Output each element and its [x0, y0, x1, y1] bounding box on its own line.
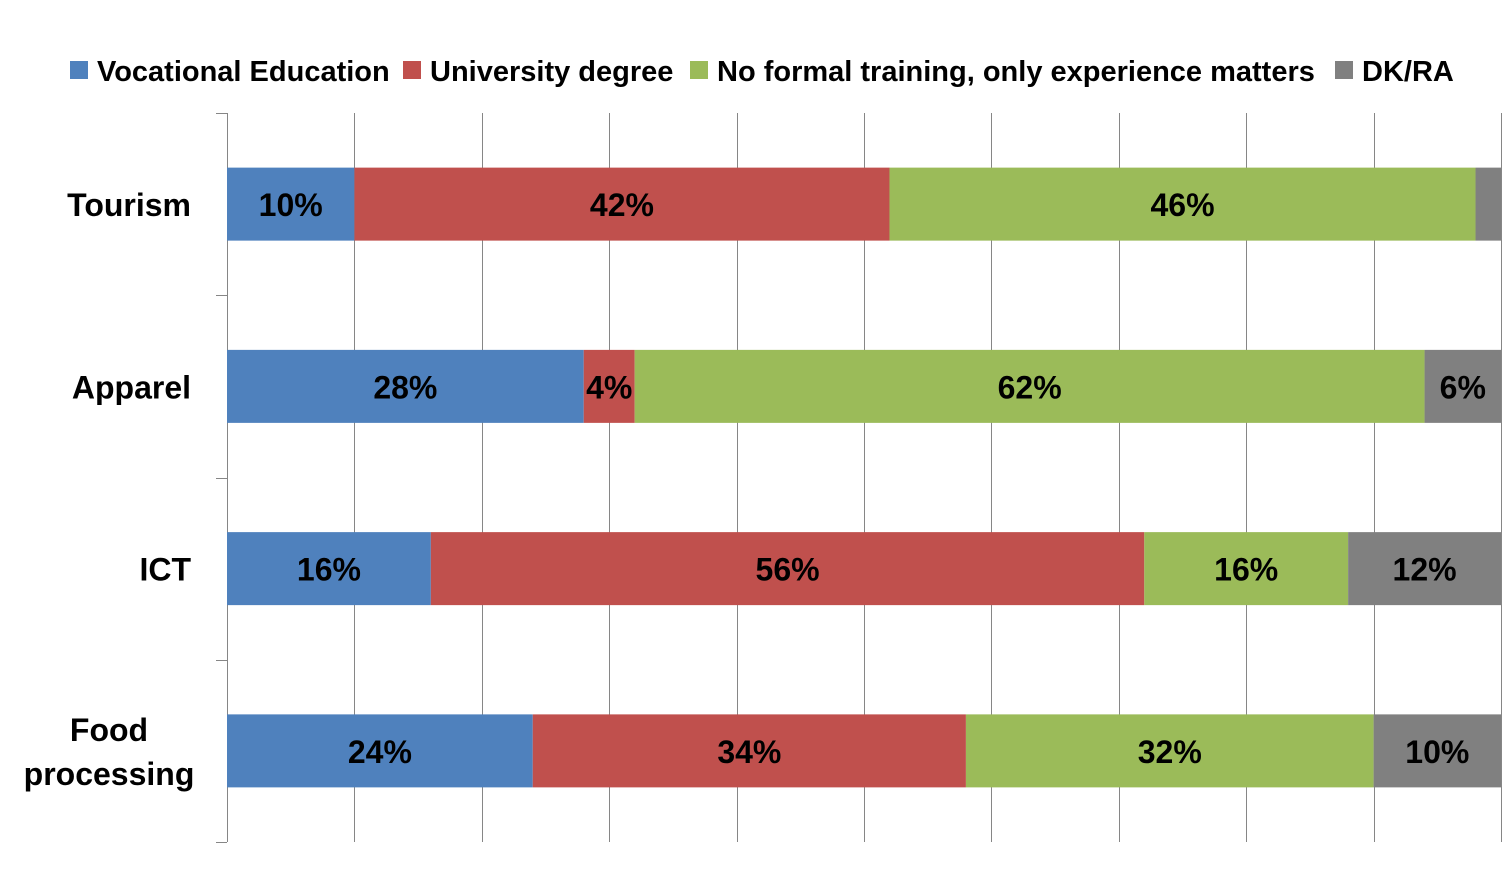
data-label-tourism-no-formal-training-only-experience-matters: 46%: [1150, 187, 1214, 223]
legend-label-dk-ra: DK/RA: [1362, 56, 1454, 88]
legend-label-no-formal-training-only-experience-matters: No formal training, only experience matt…: [717, 56, 1315, 88]
bar-food-processing-university-degree: [532, 714, 966, 788]
bar-tourism-university-degree: [354, 167, 890, 241]
data-labels: 10% 42% 46% 28% 4% 62% 6% 16% 56% 16% 12% 24% 34% 32%…: [259, 187, 1486, 770]
bar-tourism-no-formal-training-only-experience-matters: [889, 167, 1476, 241]
bar-ict-no-formal-training-only-experience-matters: [1144, 532, 1349, 606]
bar-ict-vocational-education: [227, 532, 431, 606]
bar-ict-university-degree: [430, 532, 1145, 606]
bar-food-processing-dk-ra: [1373, 714, 1501, 788]
bars: [227, 167, 1501, 788]
category-label-ict: ICT: [139, 552, 191, 588]
category-label-apparel: Apparel: [72, 369, 191, 405]
data-label-ict-dk-ra: 12%: [1393, 552, 1457, 588]
bar-apparel-vocational-education: [227, 349, 584, 423]
category-labels: Tourism Apparel ICT Food processing: [24, 187, 195, 792]
legend-label-vocational-education: Vocational Education: [97, 56, 390, 88]
legend-swatch-vocational-education: [70, 61, 88, 79]
legend-swatch-university-degree: [403, 61, 421, 79]
data-label-apparel-dk-ra: 6%: [1440, 369, 1486, 405]
data-label-food-processing-dk-ra: 10%: [1405, 734, 1469, 770]
data-label-food-processing-no-formal-training-only-experience-matters: 32%: [1138, 734, 1202, 770]
legend-item-vocational-education: Vocational Education: [70, 56, 390, 88]
bar-tourism-vocational-education: [227, 167, 355, 241]
legend-item-no-formal-training-only-experience-matters: No formal training, only experience matt…: [690, 56, 1315, 88]
data-label-tourism-vocational-education: 10%: [259, 187, 323, 223]
legend-item-dk-ra: DK/RA: [1335, 56, 1454, 88]
data-label-food-processing-university-degree: 34%: [717, 734, 781, 770]
data-label-apparel-vocational-education: 28%: [373, 369, 437, 405]
data-label-ict-university-degree: 56%: [756, 552, 820, 588]
data-label-tourism-university-degree: 42%: [590, 187, 654, 223]
bar-tourism-dk-ra: [1475, 167, 1501, 241]
legend-label-university-degree: University degree: [430, 56, 673, 88]
bar-food-processing-no-formal-training-only-experience-matters: [965, 714, 1374, 788]
bar-apparel-university-degree: [583, 349, 635, 423]
y-axis: [216, 113, 228, 843]
bar-food-processing-vocational-education: [227, 714, 533, 788]
data-label-ict-no-formal-training-only-experience-matters: 16%: [1214, 552, 1278, 588]
legend: Vocational Education University degree No …: [70, 56, 1454, 88]
legend-swatch-no-formal-training-only-experience-matters: [690, 61, 708, 79]
data-label-apparel-university-degree: 4%: [586, 369, 632, 405]
category-label-food-processing: Food processing: [24, 712, 195, 792]
legend-item-university-degree: University degree: [403, 56, 673, 88]
bar-ict-dk-ra: [1348, 532, 1501, 606]
category-label-tourism: Tourism: [67, 187, 191, 223]
data-label-food-processing-vocational-education: 24%: [348, 734, 412, 770]
bar-apparel-dk-ra: [1424, 349, 1501, 423]
legend-swatch-dk-ra: [1335, 61, 1353, 79]
data-label-apparel-no-formal-training-only-experience-matters: 62%: [998, 369, 1062, 405]
bar-apparel-no-formal-training-only-experience-matters: [634, 349, 1425, 423]
data-label-ict-vocational-education: 16%: [297, 552, 361, 588]
